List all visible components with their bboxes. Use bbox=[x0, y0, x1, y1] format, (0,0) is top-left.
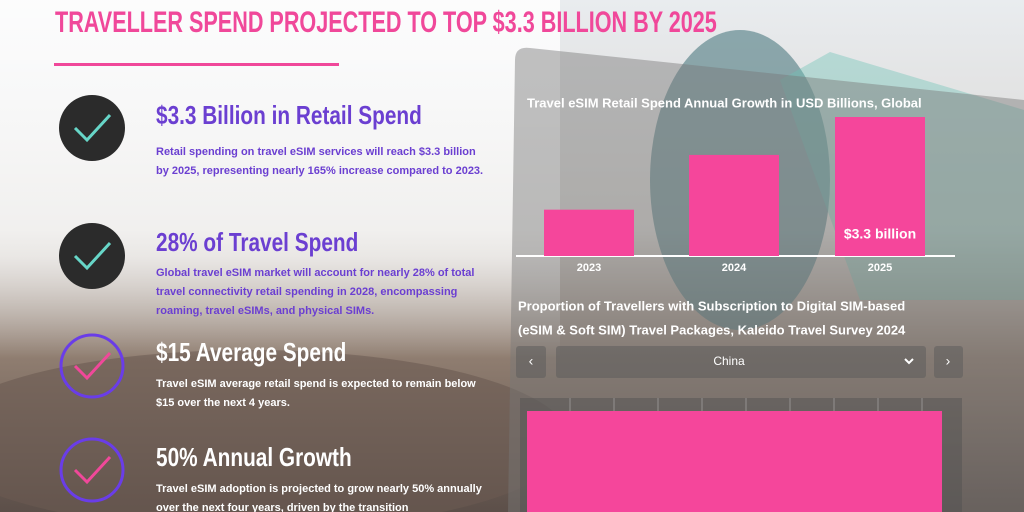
country-select[interactable] bbox=[556, 346, 926, 378]
survey-title: (eSIM & Soft SIM) Travel Packages, Kalei… bbox=[518, 322, 906, 337]
check bbox=[73, 241, 112, 271]
bar bbox=[544, 209, 634, 256]
stat-title: 50% Annual Growth bbox=[156, 442, 352, 472]
title-rule bbox=[54, 63, 339, 66]
stat-title: $3.3 Billion in Retail Spend bbox=[156, 100, 422, 130]
check bbox=[73, 351, 112, 381]
x-tick-label: 2023 bbox=[577, 262, 601, 274]
page-title: TRAVELLER SPEND PROJECTED TO TOP $3.3 BI… bbox=[55, 6, 717, 39]
stat-title: 28% of Travel Spend bbox=[156, 227, 359, 257]
survey-bar bbox=[527, 411, 942, 512]
dropdown-caret bbox=[904, 358, 914, 365]
chart-title: Travel eSIM Retail Spend Annual Growth i… bbox=[527, 95, 922, 110]
prev-arrow: ‹ bbox=[529, 353, 534, 369]
stat-description: Travel eSIM adoption is projected to gro… bbox=[156, 483, 482, 512]
x-tick-label: 2024 bbox=[722, 262, 747, 274]
check-icon bbox=[59, 95, 125, 161]
stat-description: Travel eSIM average retail spend is expe… bbox=[156, 378, 476, 409]
bar bbox=[835, 117, 925, 256]
stat-title: $15 Average Spend bbox=[156, 337, 347, 367]
x-tick-label: 2025 bbox=[868, 262, 892, 274]
check bbox=[73, 455, 112, 485]
survey-title: Proportion of Travellers with Subscripti… bbox=[518, 298, 905, 313]
check-icon bbox=[59, 437, 125, 503]
check-icon bbox=[59, 333, 125, 399]
check-icon bbox=[59, 223, 125, 289]
stat-description: Retail spending on travel eSIM services … bbox=[156, 146, 484, 177]
next-arrow: › bbox=[946, 353, 951, 369]
selected-country: China bbox=[713, 354, 745, 368]
value-label: $3.3 billion bbox=[844, 226, 916, 242]
check bbox=[73, 113, 112, 143]
stat-description: Global travel eSIM market will account f… bbox=[156, 267, 475, 317]
prev-button[interactable] bbox=[516, 346, 546, 378]
bar bbox=[689, 154, 779, 256]
next-button[interactable] bbox=[934, 346, 963, 378]
